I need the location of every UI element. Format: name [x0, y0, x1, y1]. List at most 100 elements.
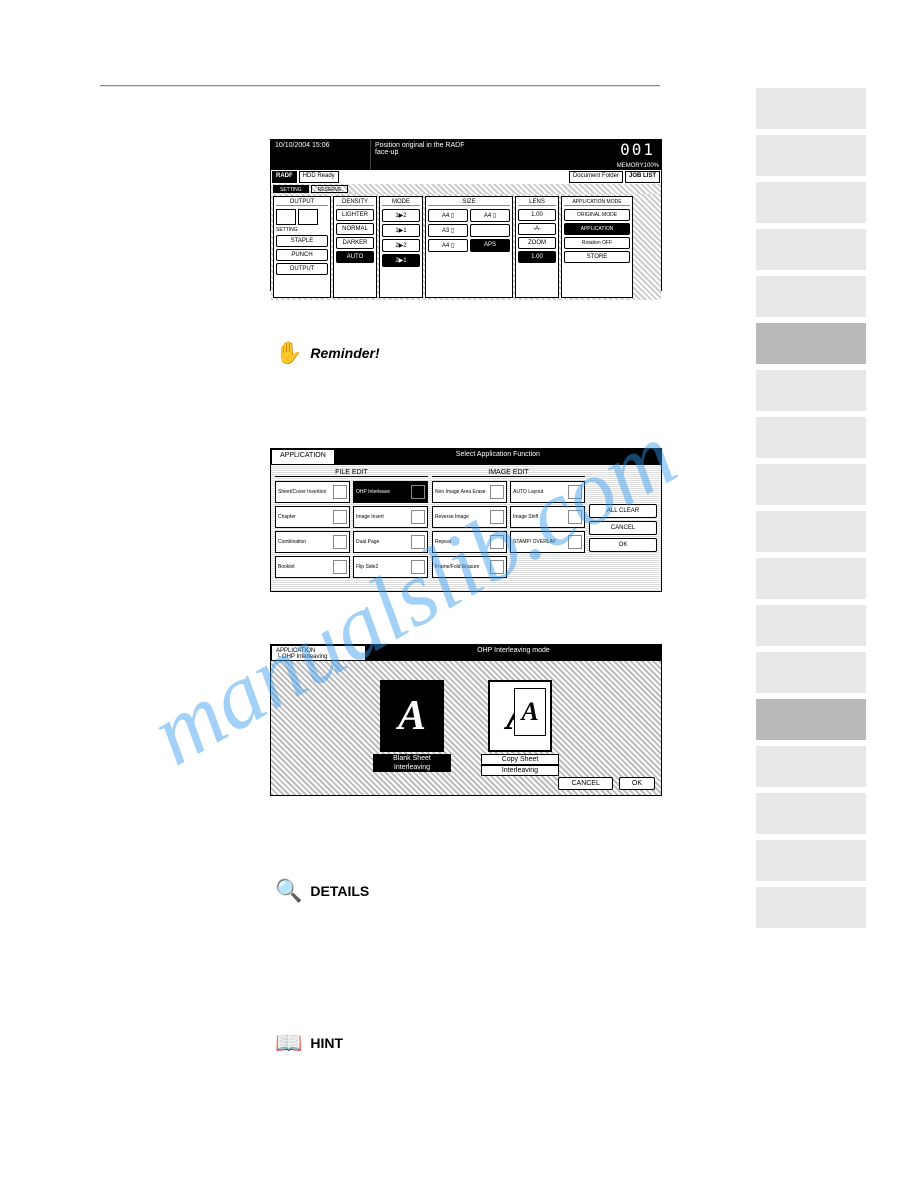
panel2-body: FILE EDIT Sheet/Cover Insertion OHP Inte…: [271, 465, 661, 591]
sidebar-tab[interactable]: [756, 88, 866, 129]
sidebar-tab[interactable]: [756, 417, 866, 458]
ohp-interleave-button[interactable]: OHP Interleave: [353, 481, 428, 503]
size-a3[interactable]: A3 ▯: [428, 224, 468, 237]
magnifier-icon: 🔍: [275, 878, 302, 904]
sidebar-tab[interactable]: [756, 558, 866, 599]
sidebar-tab-active[interactable]: [756, 323, 866, 364]
reserve-tab[interactable]: RESERVE: [311, 185, 349, 193]
stamp-overlay-button[interactable]: STAMP/ OVERLAY: [510, 531, 585, 553]
lighter-button[interactable]: LIGHTER: [336, 209, 374, 221]
normal-button[interactable]: NORMAL: [336, 223, 374, 235]
joblist-button[interactable]: JOB LIST: [625, 171, 660, 183]
opt2-label1: Copy Sheet: [481, 754, 559, 765]
size-a4[interactable]: A4 ▯: [428, 239, 468, 252]
chapter-button[interactable]: Chapter: [275, 506, 350, 528]
size-a4[interactable]: A4 ▯: [428, 209, 468, 222]
sidebar-tab[interactable]: [756, 887, 866, 928]
cell-icon: [490, 535, 504, 549]
sidebar-tab[interactable]: [756, 840, 866, 881]
sidebar-tab[interactable]: [756, 182, 866, 223]
sidebar-tab[interactable]: [756, 135, 866, 176]
sidebar-tab[interactable]: [756, 793, 866, 834]
cell-label: Image Insert: [356, 514, 384, 520]
mode-1to2[interactable]: 1▶2: [382, 209, 420, 222]
sidebar-tab-active[interactable]: [756, 699, 866, 740]
repeat-button[interactable]: Repeat: [432, 531, 507, 553]
msg-line1: Position original in the RADF: [375, 142, 610, 149]
combination-button[interactable]: Combination: [275, 531, 350, 553]
sheet-cover-button[interactable]: Sheet/Cover Insertion: [275, 481, 350, 503]
store-button[interactable]: STORE: [564, 251, 630, 263]
sidebar-tab[interactable]: [756, 511, 866, 552]
size-a4[interactable]: A4 ▯: [470, 209, 510, 222]
cell-icon: [333, 535, 347, 549]
cell-icon: [333, 510, 347, 524]
dual-page-button[interactable]: Dual Page: [353, 531, 428, 553]
reminder-label: Reminder!: [310, 345, 379, 361]
darker-button[interactable]: DARKER: [336, 237, 374, 249]
finisher-icon[interactable]: [298, 209, 318, 225]
ok-button[interactable]: OK: [619, 777, 655, 790]
cell-icon: [568, 535, 582, 549]
setting-tab[interactable]: SETTING: [273, 185, 309, 193]
panel1-statusbar: RADF HDD Ready Document Folder JOB LIST: [271, 170, 661, 184]
booklet-button[interactable]: Booklet: [275, 556, 350, 578]
auto-layout-button[interactable]: AUTO Layout: [510, 481, 585, 503]
output-title: OUTPUT: [276, 199, 328, 206]
mode-2to1[interactable]: 2▶1: [382, 254, 420, 267]
ok-button[interactable]: OK: [589, 538, 657, 552]
lens-column: LENS 1.00 -A- ZOOM 1.00: [515, 196, 559, 298]
mode-2to2[interactable]: 2▶2: [382, 239, 420, 252]
cancel-button[interactable]: CANCEL: [558, 777, 612, 790]
sidebar-tab[interactable]: [756, 652, 866, 693]
image-insert-button[interactable]: Image Insert: [353, 506, 428, 528]
finisher-icon[interactable]: [276, 209, 296, 225]
frame-fold-erasure-button[interactable]: Frame/Fold Erasure: [432, 556, 507, 578]
panel2-actions: ALL CLEAR CANCEL OK: [589, 469, 657, 587]
sidebar-tab[interactable]: [756, 370, 866, 411]
basic-screen-panel: 10/10/2004 15:06 Position original in th…: [270, 139, 662, 291]
cell-label: Sheet/Cover Insertion: [278, 489, 326, 495]
copy-sheet-option[interactable]: A A Copy Sheet Interleaving: [481, 680, 559, 776]
lens-value[interactable]: 1.00: [518, 209, 556, 221]
auto-button[interactable]: AUTO: [336, 251, 374, 263]
image-shift-button[interactable]: Image Shift: [510, 506, 585, 528]
lens-a[interactable]: -A-: [518, 223, 556, 235]
all-clear-button[interactable]: ALL CLEAR: [589, 504, 657, 518]
punch-button[interactable]: PUNCH: [276, 249, 328, 261]
tab-line2: └ OHP Interleaving: [276, 654, 361, 660]
sidebar-tab[interactable]: [756, 229, 866, 270]
panel3-body: A Blank Sheet Interleaving A A Copy Shee…: [271, 661, 661, 795]
application-button[interactable]: APPLICATION: [564, 223, 630, 235]
cell-icon: [568, 510, 582, 524]
staple-button[interactable]: STAPLE: [276, 235, 328, 247]
zoom-button[interactable]: ZOOM: [518, 237, 556, 249]
mode-title: MODE: [382, 199, 420, 206]
sidebar-tab[interactable]: [756, 746, 866, 787]
sidebar-tab[interactable]: [756, 605, 866, 646]
lens-value2[interactable]: 1.00: [518, 251, 556, 263]
size-blank[interactable]: [470, 224, 510, 237]
sidebar-tab[interactable]: [756, 276, 866, 317]
non-image-erase-button[interactable]: Non Image Area Erase: [432, 481, 507, 503]
msg-line2: face-up: [375, 149, 610, 156]
flip-side2-button[interactable]: Flip Side2: [353, 556, 428, 578]
cell-label: Non Image Area Erase: [435, 489, 486, 495]
rotation-off-button[interactable]: Rotation OFF: [564, 237, 630, 249]
cell-label: Image Shift: [513, 514, 538, 520]
cell-label: Reverse Image: [435, 514, 469, 520]
original-mode-button[interactable]: ORIGINAL MODE: [564, 209, 630, 221]
mode-1to1[interactable]: 1▶1: [382, 224, 420, 237]
file-edit-group: FILE EDIT Sheet/Cover Insertion OHP Inte…: [275, 469, 428, 587]
size-title: SIZE: [428, 199, 510, 206]
output-button[interactable]: OUTPUT: [276, 263, 328, 275]
lens-title: LENS: [518, 199, 556, 206]
size-column: SIZE A4 ▯ A4 ▯ A3 ▯ A4 ▯ APS: [425, 196, 513, 298]
aps-button[interactable]: APS: [470, 239, 510, 252]
sidebar-tab[interactable]: [756, 464, 866, 505]
docfolder-button[interactable]: Document Folder: [569, 171, 623, 183]
reverse-image-button[interactable]: Reverse Image: [432, 506, 507, 528]
cancel-button[interactable]: CANCEL: [589, 521, 657, 535]
mode-column: MODE 1▶2 1▶1 2▶2 2▶1: [379, 196, 423, 298]
blank-sheet-option[interactable]: A Blank Sheet Interleaving: [373, 680, 451, 776]
